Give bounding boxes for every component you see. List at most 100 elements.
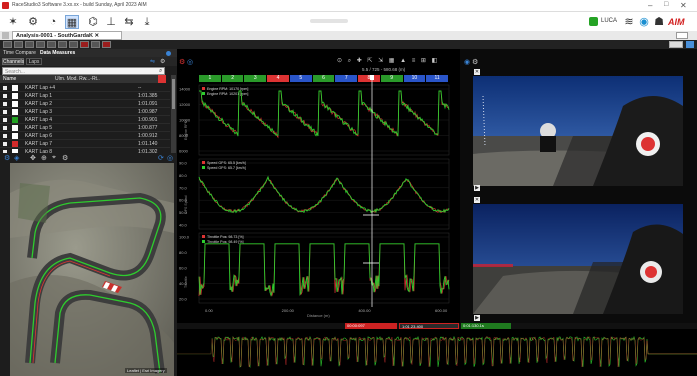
channel-row[interactable]: KART Lap 7 1:01.140 xyxy=(0,140,170,148)
map-zoom-icon[interactable]: ⊕ xyxy=(41,155,47,162)
cursor-a-label[interactable]: 00:00:097 xyxy=(345,323,397,329)
channel-scrollbar[interactable] xyxy=(171,75,176,160)
segment-3[interactable]: 3 xyxy=(244,75,267,82)
channel-row[interactable]: KART Lap 3 1:00.987 xyxy=(0,108,170,116)
layout-button-3[interactable] xyxy=(25,41,34,48)
graph-toolbar[interactable]: ⊙ ⌕ ✚ ⇱ ⇲ ▦ ▲ ≡ ⊞ ◧ xyxy=(337,58,440,64)
lap-checkbox[interactable] xyxy=(3,150,7,154)
segment-10[interactable]: 10 xyxy=(403,75,426,82)
upload-icon[interactable]: ⊥ xyxy=(106,16,116,28)
lap-checkbox[interactable] xyxy=(3,142,7,146)
video2-play-icon[interactable]: ▶ xyxy=(474,315,480,321)
channel-row[interactable]: KART Lap 5 1:00.877 xyxy=(0,124,170,132)
channel-search-input[interactable]: Search... xyxy=(2,67,165,75)
left-panel-settings-icon[interactable] xyxy=(166,51,171,56)
layout-button-10[interactable] xyxy=(102,41,111,48)
legend-swatch-red xyxy=(202,87,205,90)
segment-8[interactable]: 8 xyxy=(358,75,380,82)
channel-value: 1:01.091 xyxy=(138,101,158,107)
sync-icon[interactable]: ⇋ xyxy=(150,59,156,65)
video-settings-icon[interactable]: ⚙ xyxy=(472,59,479,66)
layout-button-2[interactable] xyxy=(14,41,23,48)
channel-row[interactable]: KART Lap 6 1:00.912 xyxy=(0,132,170,140)
lap-checkbox[interactable] xyxy=(3,126,7,130)
segment-9[interactable]: 9 xyxy=(380,75,403,82)
subtab-laps[interactable]: Laps xyxy=(26,58,42,65)
video-panel-icon[interactable]: ◉ xyxy=(464,59,471,66)
tab-data-measures[interactable]: Data Measures xyxy=(40,50,76,56)
tab-menu-icon[interactable] xyxy=(2,32,9,39)
track-map[interactable]: Leaflet | Esri Imagery xyxy=(10,163,174,376)
lap-checkbox[interactable] xyxy=(3,134,7,138)
gear-icon[interactable]: ⚙ xyxy=(160,59,166,65)
account-icon[interactable]: ☗ xyxy=(654,16,664,28)
add-layout-button[interactable] xyxy=(686,41,694,48)
layout-button-4[interactable] xyxy=(36,41,45,48)
help-icon[interactable]: ◉ xyxy=(639,16,649,28)
segment-5[interactable]: 5 xyxy=(289,75,312,82)
video-onboard-2[interactable] xyxy=(473,204,683,314)
track-icon[interactable]: ⌬ xyxy=(88,16,98,28)
segment-1[interactable]: 1 xyxy=(199,75,221,82)
segment-7[interactable]: 7 xyxy=(335,75,358,82)
wifi-icon[interactable]: ≋ xyxy=(624,16,634,28)
segment-6[interactable]: 6 xyxy=(312,75,335,82)
lap-checkbox[interactable] xyxy=(3,94,7,98)
layout-button-5[interactable] xyxy=(47,41,56,48)
graph-layers-icon[interactable]: ◎ xyxy=(187,59,194,66)
layout-button-7[interactable] xyxy=(69,41,78,48)
panel-toggle[interactable] xyxy=(676,32,688,39)
cursor-c-label[interactable]: 0:01:130.1s xyxy=(461,323,511,329)
search-icon[interactable]: ⌕ xyxy=(159,68,163,74)
tab-analysis[interactable]: Analysis-0001 - SouthGardaK ✕ xyxy=(12,31,122,40)
layout-options-button[interactable] xyxy=(669,41,683,48)
analysis-icon[interactable]: ▦ xyxy=(65,15,79,29)
map-sync-icon[interactable]: ⟳ xyxy=(158,155,164,162)
segment-11[interactable]: 11 xyxy=(426,75,448,82)
pin-icon[interactable]: ✶ xyxy=(8,16,18,28)
map-lock-icon[interactable]: ◎ xyxy=(167,155,174,162)
legend-swatch-green xyxy=(202,240,205,243)
lap-color-swatch xyxy=(12,101,18,107)
cursor-b-label[interactable]: 1:01.23.400 xyxy=(399,323,459,329)
video1-close-icon[interactable]: ✕ xyxy=(474,69,480,75)
gauge-icon[interactable]: ◔ xyxy=(49,16,57,28)
segment-4[interactable]: 4 xyxy=(267,75,289,82)
settings-icon[interactable]: ⚙ xyxy=(28,16,38,28)
subtab-channels[interactable]: Channels xyxy=(2,58,25,65)
lap-checkbox[interactable] xyxy=(3,118,7,122)
map-gear-icon[interactable]: ⚙ xyxy=(62,155,69,162)
channel-row[interactable]: KART Lap 2 1:01.091 xyxy=(0,100,170,108)
graph-plot[interactable]: 14000 12000 10000 8000 6000 Engine RPM Engine … xyxy=(177,49,460,323)
lap-checkbox[interactable] xyxy=(3,86,7,90)
device-icon[interactable] xyxy=(589,17,598,26)
minimize-button[interactable]: – xyxy=(648,1,653,10)
lap-checkbox[interactable] xyxy=(3,102,7,106)
map-move-icon[interactable]: ✥ xyxy=(30,155,36,162)
channel-row[interactable]: KART Lap 4 1:00.901 xyxy=(0,116,170,124)
lap-checkbox[interactable] xyxy=(3,110,7,114)
map-select-icon[interactable]: ⌖ xyxy=(52,154,56,161)
map-settings-icon[interactable]: ⚙ xyxy=(4,155,11,162)
layout-button-8[interactable] xyxy=(80,41,89,48)
connect-icon[interactable]: ⇆ xyxy=(124,16,134,28)
maximize-button[interactable]: □ xyxy=(664,1,669,8)
map-layers-icon[interactable]: ◈ xyxy=(14,155,20,162)
download-icon[interactable]: ⤓ xyxy=(144,16,150,28)
channel-row[interactable]: KART Lap 1 1:01.385 xyxy=(0,92,170,100)
layout-button-9[interactable] xyxy=(91,41,100,48)
video2-close-icon[interactable]: ✕ xyxy=(474,197,480,203)
layout-button-1[interactable] xyxy=(3,41,12,48)
trace-green xyxy=(198,175,450,214)
tab-time-compare[interactable]: Time Compare xyxy=(3,50,36,56)
clear-filter-button[interactable] xyxy=(158,75,166,83)
legend-label: Engine RPM: 10201 [rpm] xyxy=(207,92,248,96)
channel-row[interactable]: KART Lap +4 -- xyxy=(0,84,170,92)
video-onboard-1[interactable] xyxy=(473,76,683,186)
timeline-plot[interactable] xyxy=(177,329,697,376)
graph-settings-icon[interactable]: ⚙ xyxy=(179,59,186,66)
segment-2[interactable]: 2 xyxy=(221,75,244,82)
video1-play-icon[interactable]: ▶ xyxy=(474,185,480,191)
layout-button-6[interactable] xyxy=(58,41,67,48)
close-button[interactable]: ✕ xyxy=(680,1,687,10)
